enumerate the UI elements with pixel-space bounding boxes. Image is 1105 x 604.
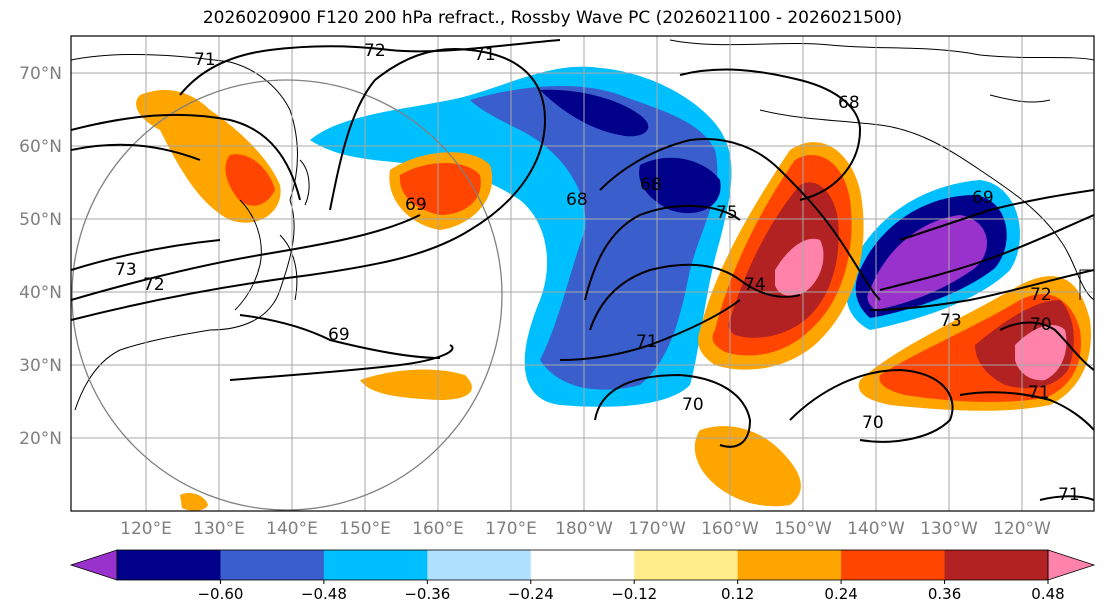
contour-label: 71 — [636, 332, 658, 352]
contour-lines — [71, 39, 1094, 501]
positive-region-east-pink — [1015, 325, 1067, 381]
latitude-axis: 70°N 60°N 50°N 40°N 30°N 20°N — [19, 64, 62, 449]
contour-label: 75 — [716, 203, 738, 223]
lat-tick-label: 70°N — [19, 64, 62, 84]
positive-region-west-red — [225, 154, 275, 206]
colorbar-segment — [841, 550, 946, 580]
lon-tick-label: 160°E — [412, 519, 464, 539]
shading-layer — [136, 66, 1091, 511]
colorbar: −0.60 −0.48 −0.36 −0.24 −0.12 0.12 0.24 0.36 0.4… — [69, 549, 1096, 603]
contour-label: 70 — [1030, 315, 1052, 335]
lon-tick-label: 120°W — [993, 519, 1051, 539]
lon-tick-label: 150°E — [339, 519, 391, 539]
colorbar-extend-high — [1047, 549, 1096, 581]
contour-label: 73 — [115, 260, 137, 280]
colorbar-label: 0.48 — [1031, 585, 1064, 603]
lat-tick-label: 40°N — [19, 283, 62, 303]
colorbar-label: 0.12 — [721, 585, 754, 603]
colorbar-label: −0.36 — [404, 585, 450, 603]
lon-tick-label: 130°W — [920, 519, 978, 539]
lat-tick-label: 50°N — [19, 210, 62, 230]
contour-label: 70 — [682, 395, 704, 415]
contour-label: 68 — [838, 93, 860, 113]
contour-label: 71 — [1058, 485, 1080, 505]
colorbar-label: 0.24 — [824, 585, 857, 603]
contour-label-group: 71 72 71 68 69 68 75 74 71 70 69 73 70 7… — [115, 41, 1080, 505]
lon-tick-label: 170°E — [485, 519, 537, 539]
contour-label: 73 — [940, 311, 962, 331]
positive-region-subtropic — [360, 369, 472, 400]
lon-tick-label: 120°E — [120, 519, 172, 539]
colorbar-segment — [530, 550, 635, 580]
lon-tick-label: 150°W — [774, 519, 832, 539]
colorbar-label: −0.24 — [508, 585, 554, 603]
positive-region-southwest — [180, 493, 208, 511]
lat-tick-label: 60°N — [19, 137, 62, 157]
contour-label: 71 — [194, 50, 216, 70]
map-title: 2026020900 F120 200 hPa refract., Rossby… — [202, 8, 903, 28]
lon-tick-label: 130°E — [193, 519, 245, 539]
contour-label: 71 — [1028, 383, 1050, 403]
colorbar-label: 0.36 — [928, 585, 961, 603]
colorbar-frame — [116, 549, 1049, 581]
map-frame — [70, 35, 1095, 512]
lat-tick-label: 30°N — [19, 356, 62, 376]
lon-tick-label: 160°W — [701, 519, 759, 539]
contour-label: 74 — [744, 275, 766, 295]
coastlines — [71, 39, 1094, 411]
contour-label: 70 — [862, 413, 884, 433]
lon-tick-label: 180°W — [555, 519, 613, 539]
graticule — [71, 36, 1094, 511]
map-panel: 71 72 71 68 69 68 75 74 71 70 69 73 70 7… — [71, 36, 1094, 511]
contour-label: 72 — [143, 275, 165, 295]
positive-region-gulf-pink — [775, 238, 824, 296]
contour-label: 68 — [566, 190, 588, 210]
colorbar-label: −0.12 — [611, 585, 657, 603]
negative-region-dark-2 — [639, 157, 721, 214]
contour-label: 68 — [640, 175, 662, 195]
colorbar-segment — [634, 550, 739, 580]
colorbar-segment — [427, 550, 532, 580]
lon-tick-label: 140°W — [847, 519, 905, 539]
contour-label: 69 — [328, 325, 350, 345]
colorbar-extend-low — [69, 549, 118, 581]
contour-label: 69 — [972, 188, 994, 208]
lat-tick-label: 20°N — [19, 429, 62, 449]
longitude-axis: 120°E 130°E 140°E 150°E 160°E 170°E 180°… — [120, 519, 1051, 539]
colorbar-segment — [323, 550, 428, 580]
contour-label: 71 — [474, 45, 496, 65]
colorbar-segment — [944, 550, 1049, 580]
contour-label: 69 — [405, 195, 427, 215]
lon-tick-label: 170°W — [628, 519, 686, 539]
contour-label: 72 — [1030, 285, 1052, 305]
colorbar-label: −0.60 — [197, 585, 243, 603]
radius-circle — [71, 79, 503, 511]
positive-region-kamchatka-red — [399, 162, 481, 215]
colorbar-segment — [737, 550, 842, 580]
colorbar-segment — [117, 550, 221, 580]
colorbar-label: −0.48 — [301, 585, 347, 603]
contour-label: 72 — [364, 41, 386, 61]
colorbar-segment — [220, 550, 325, 580]
negative-region-dark — [540, 89, 649, 137]
lon-tick-label: 140°E — [266, 519, 318, 539]
